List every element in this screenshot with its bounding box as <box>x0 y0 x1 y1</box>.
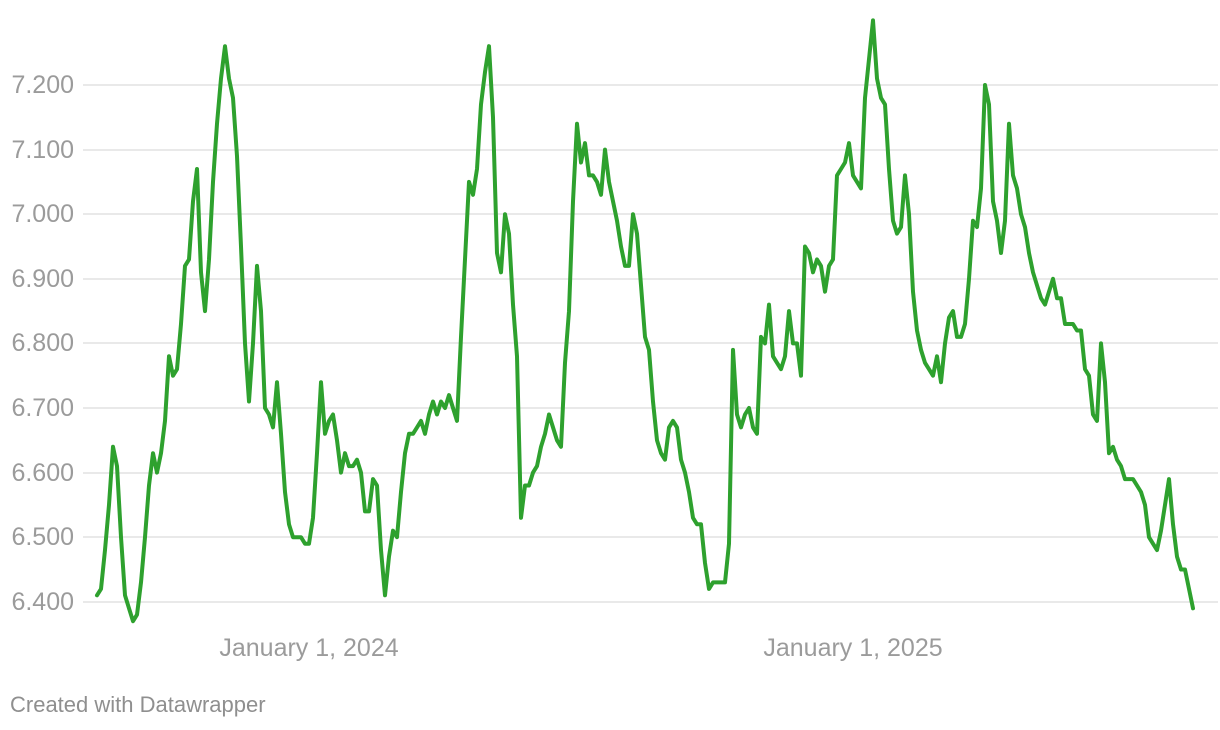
y-tick-label: 6.900 <box>11 264 74 293</box>
y-tick-label: 6.400 <box>11 587 74 616</box>
y-tick-label: 7.200 <box>11 71 74 99</box>
gridline <box>83 471 1218 474</box>
gridline <box>83 536 1218 539</box>
gridline <box>83 407 1218 409</box>
gridline <box>83 148 1218 151</box>
gridline <box>83 84 1218 86</box>
gridline <box>83 342 1218 345</box>
x-tick-label-jan-2025: January 1, 2025 <box>763 634 943 662</box>
gridline <box>83 600 1218 603</box>
y-tick-label: 6.700 <box>11 394 74 422</box>
attribution-text: Created with Datawrapper <box>10 692 266 717</box>
x-tick-label-jan-2024: January 1, 2024 <box>219 634 399 662</box>
y-tick-label: 6.800 <box>11 329 74 358</box>
gridline <box>83 277 1218 280</box>
y-tick-label: 6.600 <box>11 458 74 487</box>
y-tick-label: 7.100 <box>11 135 74 164</box>
y-tick-label: 6.500 <box>11 523 74 552</box>
data-line <box>95 18 1195 624</box>
y-tick-label: 7.000 <box>11 200 74 229</box>
gridline <box>83 213 1218 216</box>
